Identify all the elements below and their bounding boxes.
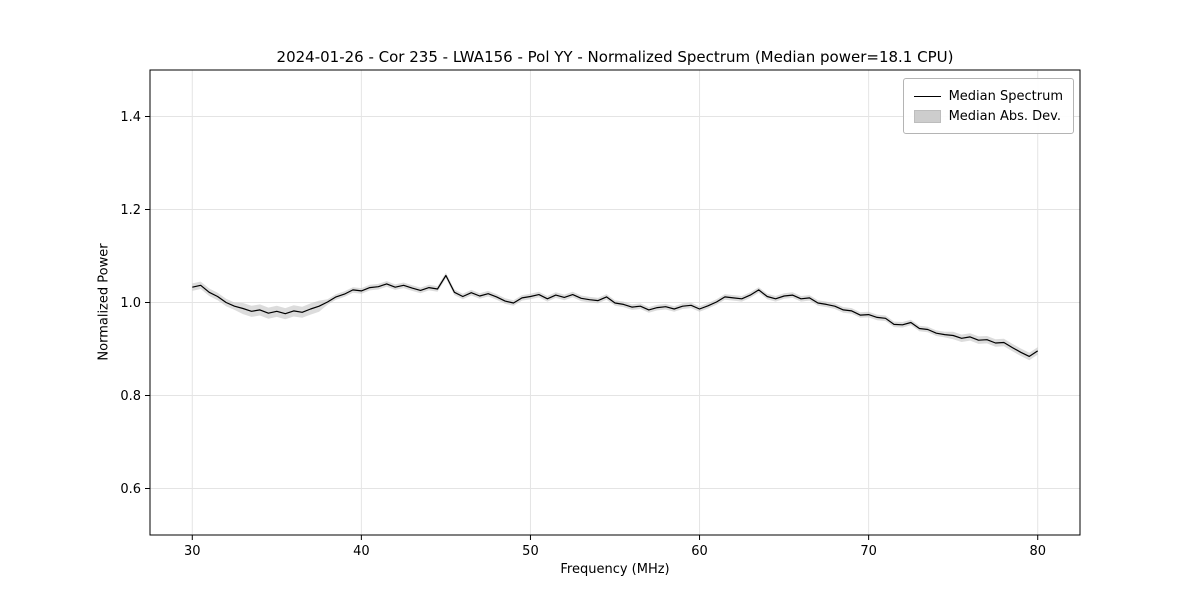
- legend-patch-swatch: [913, 109, 941, 123]
- x-tick-label: 70: [860, 544, 877, 559]
- legend-entry-median-abs-dev: Median Abs. Dev.: [913, 106, 1063, 126]
- x-tick-label: 80: [1029, 544, 1046, 559]
- chart-title: 2024-01-26 - Cor 235 - LWA156 - Pol YY -…: [276, 48, 954, 66]
- legend: Median Spectrum Median Abs. Dev.: [902, 78, 1074, 134]
- x-tick-label: 30: [184, 544, 201, 559]
- y-tick-label: 0.6: [120, 482, 141, 497]
- median-spectrum-line: [192, 274, 1039, 357]
- x-tick-label: 50: [522, 544, 539, 559]
- legend-entry-median-spectrum: Median Spectrum: [913, 86, 1063, 106]
- y-tick-label: 1.4: [120, 110, 141, 125]
- y-tick-label: 0.8: [120, 389, 141, 404]
- legend-label: Median Spectrum: [948, 88, 1063, 104]
- x-tick-label: 60: [691, 544, 708, 559]
- legend-line-swatch: [913, 95, 941, 97]
- legend-label: Median Abs. Dev.: [948, 108, 1062, 124]
- x-axis-label: Frequency (MHz): [560, 562, 670, 577]
- x-tick-label: 40: [353, 544, 370, 559]
- y-tick-label: 1.2: [120, 203, 141, 218]
- y-tick-label: 1.0: [120, 296, 141, 311]
- y-axis-label: Normalized Power: [96, 243, 112, 361]
- median-abs-dev-band: [192, 272, 1038, 361]
